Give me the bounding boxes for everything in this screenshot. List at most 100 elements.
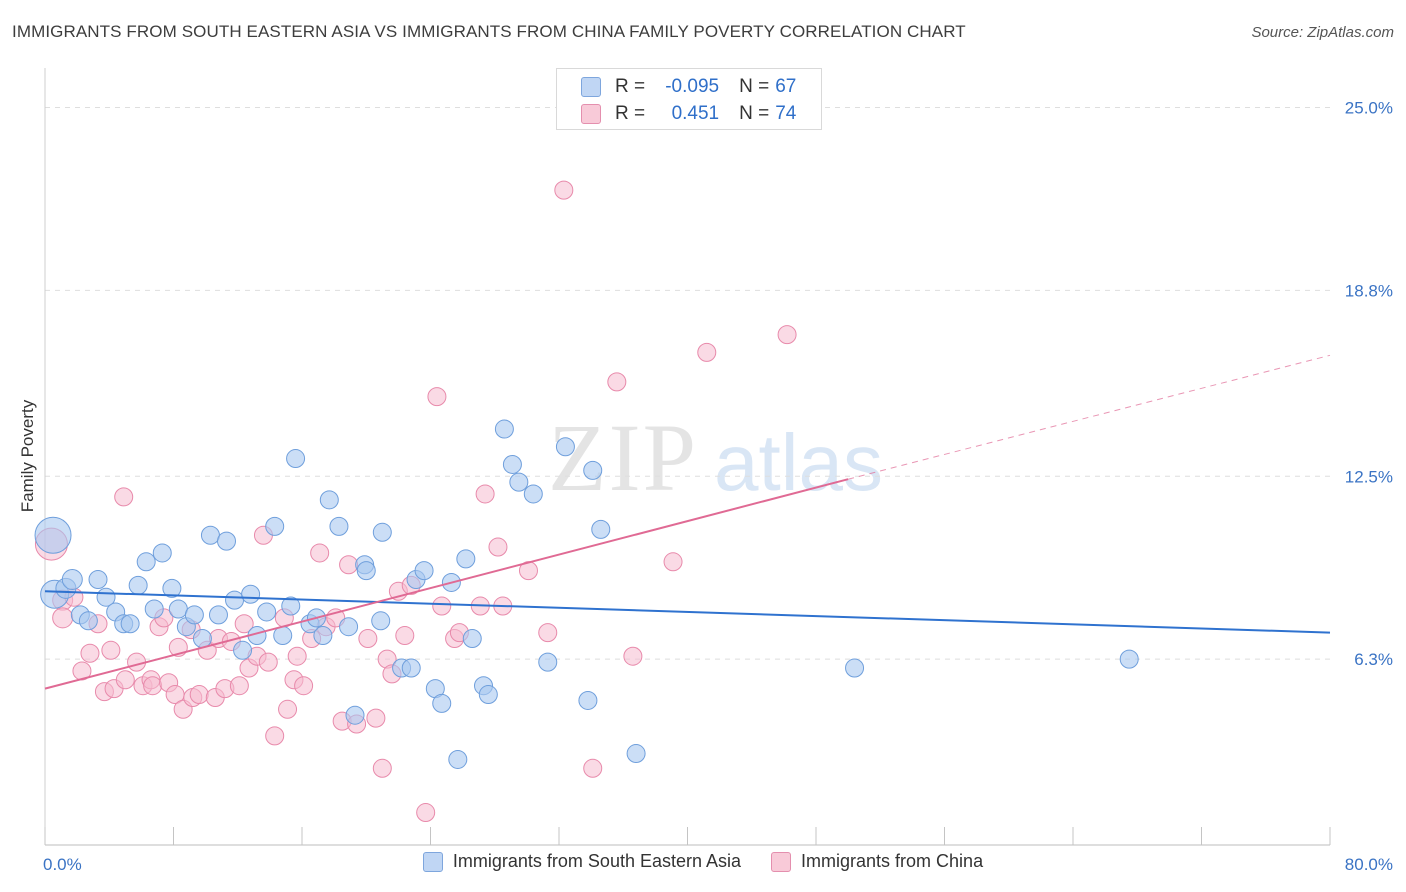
- sea-point: [265, 516, 285, 536]
- china-point: [358, 629, 378, 648]
- sea-point: [286, 449, 306, 469]
- sea-point: [329, 516, 349, 536]
- sea-point: [233, 640, 253, 660]
- sea-point: [494, 419, 514, 439]
- sea-point: [225, 590, 245, 610]
- sea-point: [414, 561, 434, 581]
- china-point: [115, 670, 135, 690]
- china-point: [52, 607, 74, 629]
- sea-point: [152, 543, 172, 563]
- sea-point: [241, 584, 261, 604]
- china-point: [310, 543, 330, 563]
- legend-item-china: Immigrants from China: [771, 851, 983, 872]
- n-label-pink: N =: [739, 103, 770, 124]
- y-tick-label: 6.3%: [1354, 650, 1393, 669]
- pink-swatch: [581, 104, 601, 124]
- x-tick-label: 0.0%: [43, 855, 82, 874]
- r-value-pink: 0.451: [671, 103, 720, 124]
- sea-point: [448, 749, 468, 769]
- china-point: [554, 180, 574, 200]
- china-point: [395, 626, 415, 646]
- sea-point: [345, 705, 365, 725]
- legend-swatch-china: [771, 851, 792, 872]
- china-point: [278, 699, 298, 719]
- sea-point: [462, 629, 482, 648]
- sea-point: [313, 626, 333, 646]
- gridlines: [45, 107, 1330, 660]
- r-value-blue: -0.095: [665, 76, 720, 97]
- legend-label-sea: Immigrants from South Eastern Asia: [452, 851, 742, 871]
- sea-point: [401, 658, 421, 678]
- stats-legend: R = -0.095 N = 67 R = 0.451 N = 74: [556, 68, 822, 130]
- sea-point: [319, 490, 339, 510]
- china-point: [416, 803, 436, 823]
- legend-item-sea: Immigrants from South Eastern Asia: [422, 851, 742, 872]
- trend-line-china-extension: [848, 354, 1331, 480]
- sea-point: [257, 602, 277, 622]
- sea-point: [372, 522, 392, 542]
- r-label-blue: R =: [615, 76, 646, 97]
- axes: [44, 68, 1331, 846]
- sea-point: [339, 617, 359, 637]
- r-label-pink: R =: [615, 103, 646, 124]
- sea-point: [591, 519, 611, 539]
- sea-point: [192, 629, 212, 648]
- y-tick-label: 12.5%: [1345, 467, 1393, 486]
- sea-point: [162, 578, 182, 598]
- n-label-blue: N =: [739, 76, 770, 97]
- sea-point: [583, 460, 603, 480]
- n-value-pink: 74: [775, 103, 797, 124]
- china-point: [427, 387, 447, 407]
- china-point: [80, 643, 100, 663]
- china-point: [265, 726, 285, 746]
- watermark: ZIP atlas: [548, 404, 883, 511]
- chart-title: IMMIGRANTS FROM SOUTH EASTERN ASIA VS IM…: [12, 22, 966, 41]
- china-point: [229, 676, 249, 696]
- china-point: [372, 758, 392, 778]
- sea-point: [208, 605, 228, 625]
- sea-point: [168, 599, 188, 619]
- china-point: [623, 646, 643, 666]
- sea-point: [432, 693, 452, 713]
- sea-point: [120, 614, 140, 634]
- stats-row-blue: R = -0.095 N = 67: [581, 74, 796, 100]
- y-tick-labels: 6.3% 12.5% 18.8% 25.0%: [1345, 99, 1393, 670]
- sea-point: [523, 484, 543, 504]
- sea-point: [1119, 649, 1139, 669]
- sea-point: [845, 658, 865, 678]
- sea-point: [217, 531, 237, 551]
- sea-point: [456, 549, 476, 569]
- china-point: [189, 685, 209, 705]
- sea-point: [136, 552, 156, 572]
- sea-point: [538, 652, 558, 672]
- china-point: [101, 640, 121, 660]
- watermark-zip: ZIP: [548, 404, 698, 511]
- sea-point: [478, 685, 498, 705]
- legend-label-china: Immigrants from China: [801, 851, 984, 871]
- sea-point: [78, 611, 98, 631]
- sea-point: [128, 575, 148, 595]
- china-point: [294, 676, 314, 696]
- series-legend: Immigrants from South Eastern Asia Immig…: [0, 851, 1406, 872]
- china-point: [143, 676, 163, 696]
- trend-line-sea: [44, 590, 1331, 634]
- china-point: [475, 484, 495, 504]
- china-point: [432, 596, 452, 616]
- trend-lines: [44, 354, 1331, 690]
- china-point: [488, 537, 508, 557]
- stats-row-pink: R = 0.451 N = 74: [581, 101, 796, 127]
- sea-point: [509, 472, 529, 492]
- sea-point: [184, 605, 204, 625]
- x-tick-labels: 0.0% 80.0%: [43, 855, 1393, 874]
- sea-point: [61, 569, 83, 590]
- sea-point: [200, 525, 220, 545]
- blue-swatch: [581, 77, 601, 97]
- series-sea-points: [34, 419, 1139, 769]
- y-axis-label: Family Poverty: [18, 399, 37, 512]
- china-point: [697, 342, 717, 362]
- china-point: [538, 623, 558, 643]
- n-value-blue: 67: [775, 76, 797, 97]
- y-tick-label: 25.0%: [1345, 99, 1393, 118]
- sea-point: [578, 690, 598, 710]
